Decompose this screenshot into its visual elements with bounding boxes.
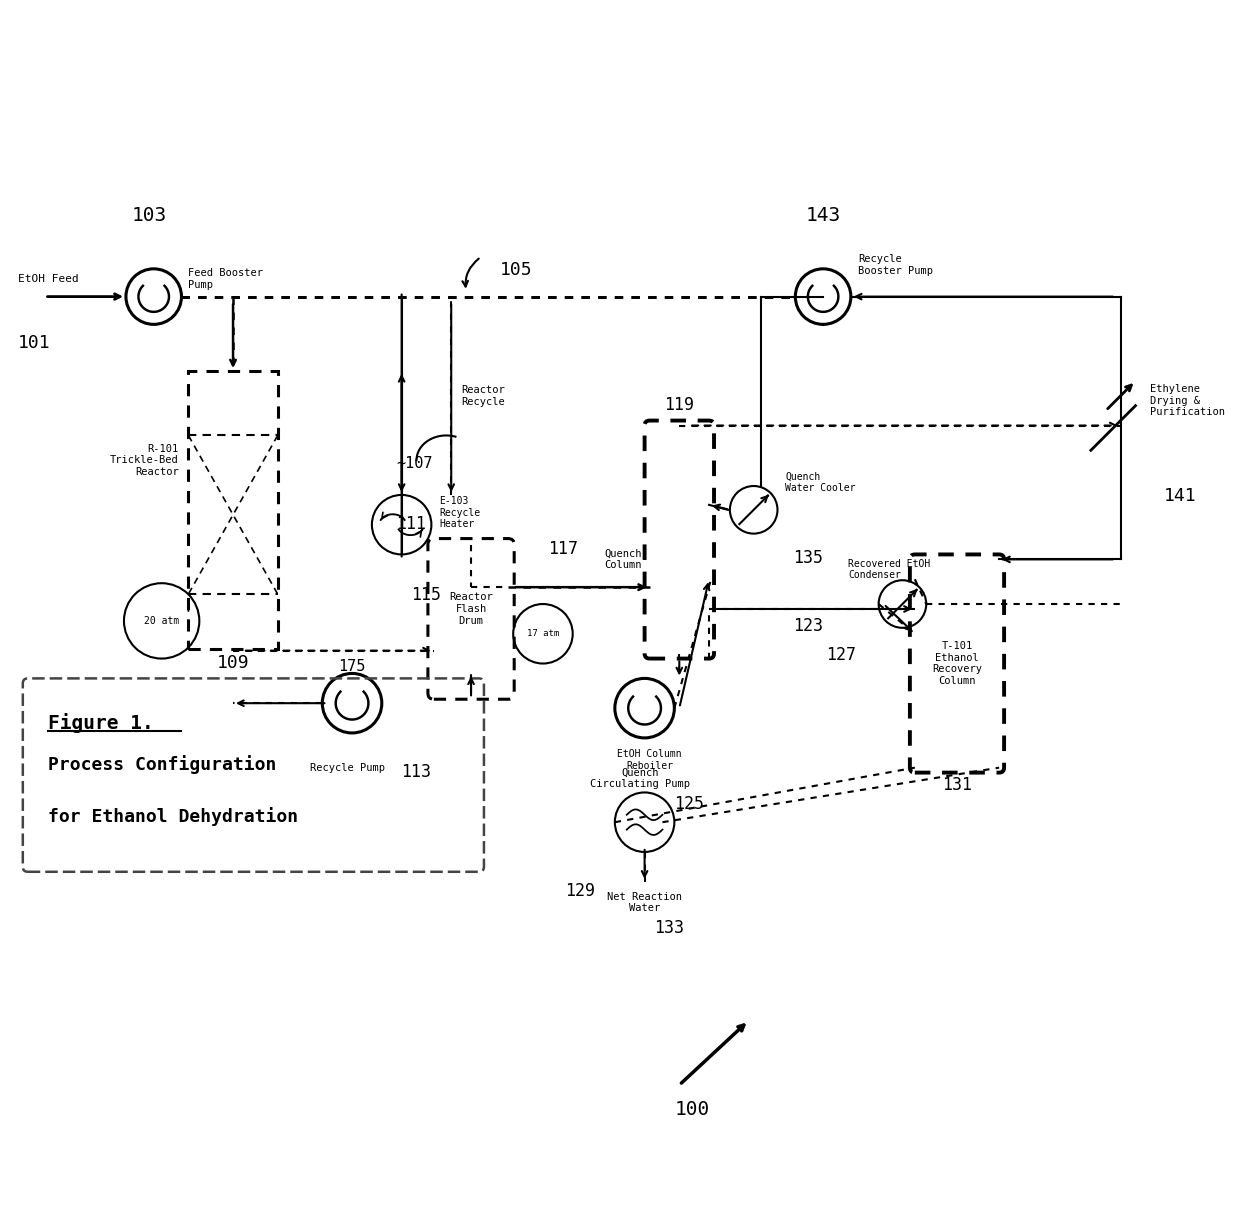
Text: Recovered EtOH
Condenser: Recovered EtOH Condenser: [848, 558, 930, 580]
Text: 117: 117: [548, 539, 578, 557]
Text: Quench
Column: Quench Column: [604, 549, 641, 571]
Text: Quench
Water Cooler: Quench Water Cooler: [785, 471, 856, 493]
Text: Reactor
Flash
Drum: Reactor Flash Drum: [449, 592, 494, 625]
Text: 129: 129: [565, 881, 595, 900]
Text: Process Configuration: Process Configuration: [47, 755, 277, 773]
Text: EtOH Feed: EtOH Feed: [17, 273, 78, 284]
Text: E-103
Recycle
Heater: E-103 Recycle Heater: [439, 497, 480, 529]
Text: 119: 119: [665, 396, 694, 414]
Text: 109: 109: [217, 653, 249, 671]
Text: Ethylene
Drying &
Purification: Ethylene Drying & Purification: [1151, 384, 1225, 418]
Text: EtOH Column
Reboiler: EtOH Column Reboiler: [618, 749, 682, 771]
Text: 100: 100: [675, 1100, 709, 1119]
Text: R-101
Trickle-Bed
Reactor: R-101 Trickle-Bed Reactor: [110, 443, 179, 477]
Text: 175: 175: [339, 658, 366, 674]
Text: 125: 125: [675, 795, 704, 813]
Text: 20 atm: 20 atm: [144, 615, 180, 626]
Text: T-101
Ethanol
Recovery
Column: T-101 Ethanol Recovery Column: [932, 641, 982, 686]
Text: 111: 111: [397, 515, 427, 533]
Text: Reactor
Recycle: Reactor Recycle: [461, 385, 505, 407]
Text: Recycle
Booster Pump: Recycle Booster Pump: [858, 254, 932, 276]
Text: 133: 133: [655, 919, 684, 937]
Text: Feed Booster
Pump: Feed Booster Pump: [188, 268, 263, 290]
Text: 113: 113: [402, 762, 432, 781]
Text: 141: 141: [1164, 487, 1197, 505]
Text: 115: 115: [412, 586, 441, 605]
Text: 127: 127: [826, 646, 856, 664]
Text: Net Reaction
Water: Net Reaction Water: [608, 891, 682, 913]
Text: 101: 101: [17, 334, 51, 352]
Text: 143: 143: [806, 206, 841, 226]
Text: Figure 1.: Figure 1.: [47, 713, 154, 733]
Bar: [188, 371, 278, 648]
Text: 131: 131: [942, 776, 972, 794]
Text: 135: 135: [794, 550, 823, 567]
Text: 105: 105: [500, 261, 532, 279]
Text: Quench
Circulating Pump: Quench Circulating Pump: [590, 767, 689, 789]
Text: 17 atm: 17 atm: [527, 629, 559, 639]
Text: 103: 103: [131, 206, 166, 226]
Text: Recycle Pump: Recycle Pump: [310, 762, 384, 772]
Text: for Ethanol Dehydration: for Ethanol Dehydration: [47, 807, 298, 827]
Text: ~107: ~107: [397, 455, 433, 471]
Text: 123: 123: [794, 617, 823, 635]
